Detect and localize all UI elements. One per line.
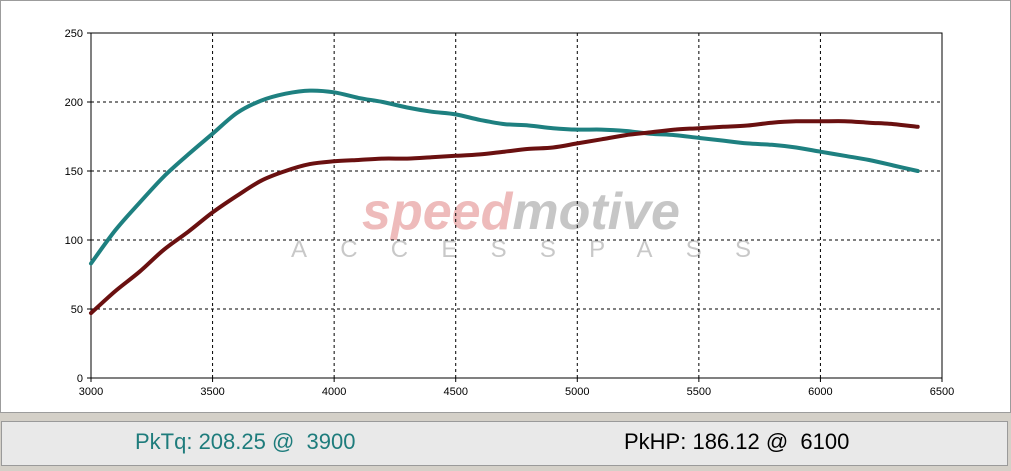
series-line-2 — [89, 119, 920, 316]
x-tick-label: 3000 — [79, 386, 103, 398]
x-tick-label: 6000 — [808, 386, 832, 398]
series-lines — [89, 88, 920, 316]
y-tick-label: 250 — [65, 28, 83, 40]
x-tick-label: 6500 — [930, 386, 954, 398]
watermark-brand-grey: motive — [512, 183, 680, 241]
peak-stats-bar: PkTq: 208.25 @ 3900 PkHP: 186.12 @ 6100 — [1, 421, 1008, 466]
y-tick-label: 50 — [71, 304, 83, 316]
y-tick-label: 150 — [65, 166, 83, 178]
x-tick-label: 4500 — [443, 386, 467, 398]
watermark-brand-red: speed — [362, 183, 514, 241]
y-tick-label: 200 — [65, 97, 83, 109]
x-tick-label: 3500 — [200, 386, 224, 398]
dyno-chart: speedmotive ACCESSPASS 3000 3500 4000 4500 5… — [65, 28, 955, 398]
y-tick-label: 100 — [65, 235, 83, 247]
watermark-brand: speedmotive — [362, 183, 680, 241]
axis-ticks: 3000 3500 4000 4500 5000 5500 6000 6500 0 50 100 15… — [65, 28, 955, 398]
y-tick-label: 0 — [77, 373, 83, 385]
plot-frame — [90, 32, 943, 379]
x-tick-label: 5500 — [687, 386, 711, 398]
peak-torque-readout: PkTq: 208.25 @ 3900 — [135, 429, 356, 454]
x-tick-label: 4000 — [322, 386, 346, 398]
series-line-1 — [89, 88, 920, 266]
dyno-chart-panel: speedmotive ACCESSPASS 3000 3500 4000 4500 5… — [0, 0, 1011, 413]
peak-horsepower-readout: PkHP: 186.12 @ 6100 — [624, 429, 850, 454]
x-tick-label: 5000 — [565, 386, 589, 398]
grid-lines — [91, 33, 942, 378]
speedmotive-watermark: speedmotive ACCESSPASS — [291, 183, 751, 263]
